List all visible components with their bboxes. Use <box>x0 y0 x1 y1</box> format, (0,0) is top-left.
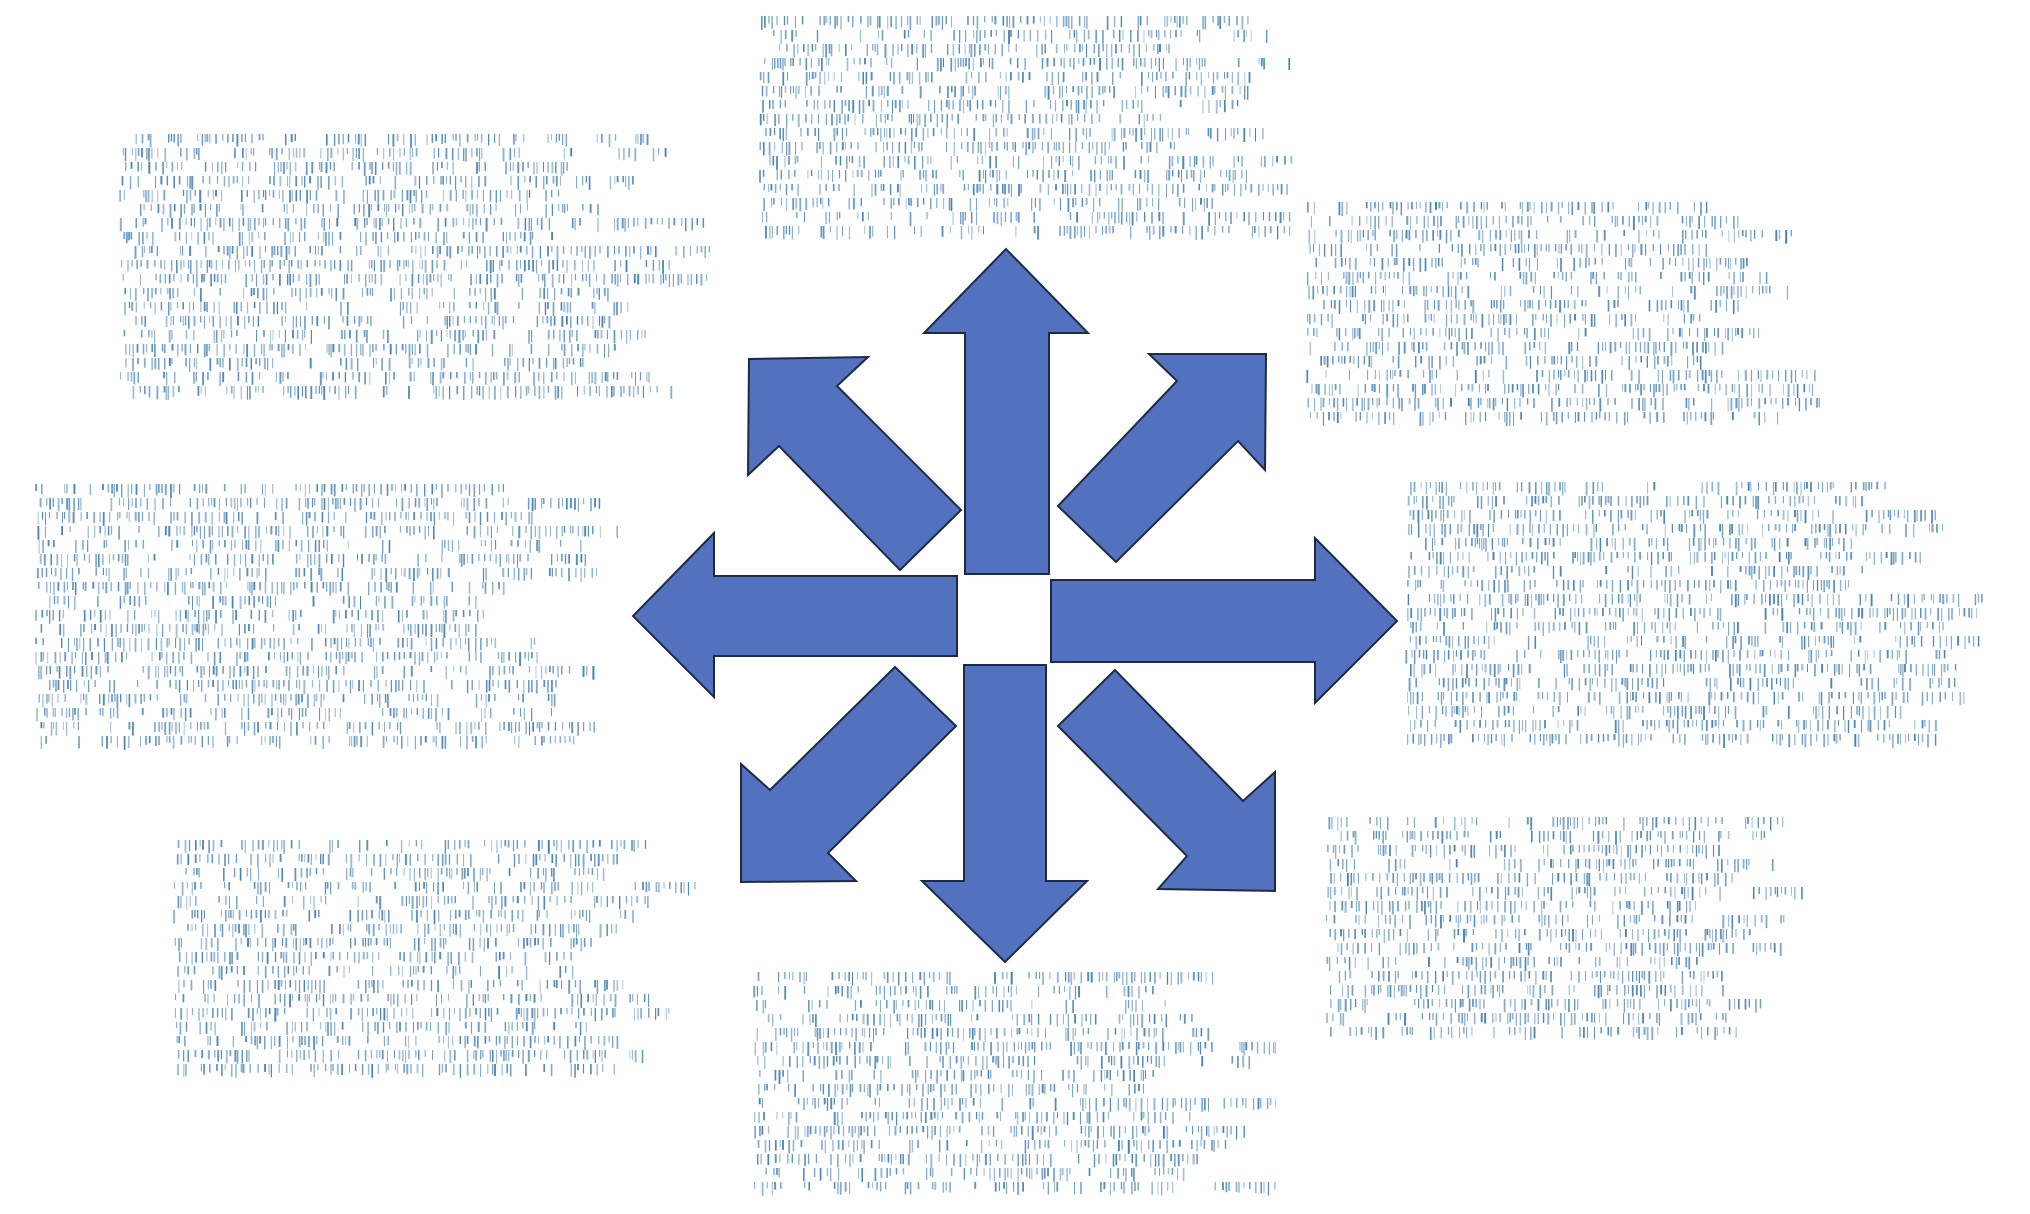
arrow-up-icon <box>924 249 1088 574</box>
arrow-right-icon <box>1051 538 1397 703</box>
arrow-up-left-icon <box>748 357 961 570</box>
arrow-down-icon <box>922 665 1087 962</box>
arrow-up-right-icon <box>1058 354 1266 562</box>
arrow-down-right-icon <box>1058 670 1275 891</box>
arrow-down-left-icon <box>741 667 956 882</box>
